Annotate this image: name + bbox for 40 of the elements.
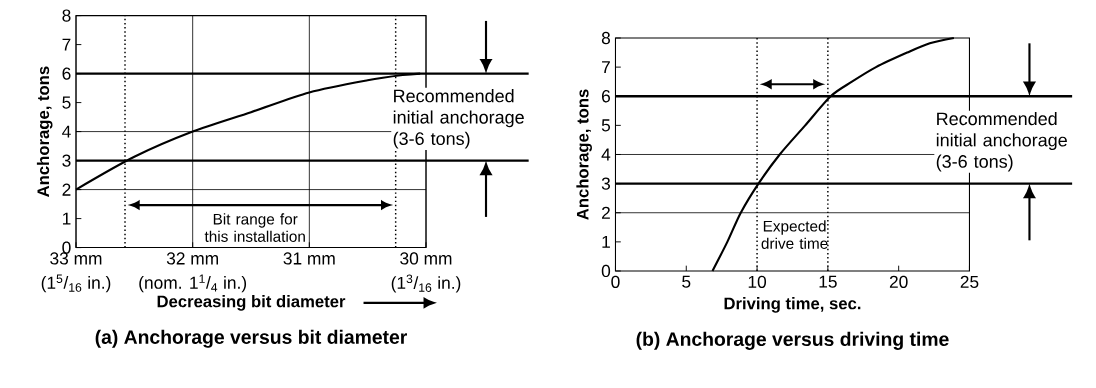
y-tick-label: 5	[601, 119, 611, 132]
y-tick-label: 4	[601, 148, 611, 161]
text: (1$^{3}$/$_{16}$ in.)	[391, 274, 461, 293]
y-tick-label: 2	[62, 183, 71, 196]
x-tick-label: 0	[611, 275, 620, 288]
text: (b) Anchorage versus driving time	[636, 331, 949, 350]
x-tick-label: 20	[889, 275, 908, 288]
x-tick-label: 32 mm	[166, 252, 218, 265]
y-tick-label: 4	[62, 125, 71, 138]
annotation: Recommended initial anchorage (3-6 tons)	[393, 89, 524, 149]
x-axis-title: Decreasing bit diameter	[157, 295, 346, 311]
text: (nom. 1$^{1}$/$_{4}$ in.)	[139, 274, 247, 293]
x-tick-label: 31 mm	[283, 252, 335, 265]
y-tick-label: 8	[601, 31, 611, 45]
y-tick-label: 3	[601, 177, 611, 190]
y-tick-label: 2	[602, 206, 610, 219]
y-tick-label: 5	[62, 96, 71, 109]
annotation: Recommended initial anchorage (3-6 tons)	[936, 111, 1067, 172]
y-tick-label: 3	[62, 154, 71, 167]
y-tick-label: 6	[602, 90, 611, 103]
y-axis-title: Anchorage, tons	[36, 66, 53, 197]
text: (a) Anchorage versus bit diameter	[95, 329, 408, 348]
y-tick-label: 1	[602, 235, 610, 248]
y-tick-label: 8	[62, 9, 71, 22]
text: (1$^{5}$/$_{16}$ in.)	[41, 274, 111, 293]
y-tick-label: 1	[62, 212, 71, 225]
x-tick-label: 15	[819, 275, 837, 288]
y-axis-title: Anchorage, tons	[576, 89, 592, 220]
y-tick-label: 6	[62, 67, 71, 80]
y-tick-label: 7	[62, 38, 71, 51]
y-tick-label: 0	[62, 241, 71, 254]
annotation: Bit range for this installation	[204, 213, 305, 242]
annotation: Expected drive time	[761, 220, 828, 249]
x-tick-label: 5	[682, 275, 691, 288]
x-tick-label: 30 mm	[400, 252, 452, 265]
x-tick-label: 25	[960, 275, 979, 288]
y-tick-label: 7	[602, 61, 610, 74]
x-tick-label: 10	[748, 275, 767, 288]
y-tick-label: 0	[601, 264, 611, 278]
x-axis-title: Driving time, sec.	[724, 297, 861, 313]
